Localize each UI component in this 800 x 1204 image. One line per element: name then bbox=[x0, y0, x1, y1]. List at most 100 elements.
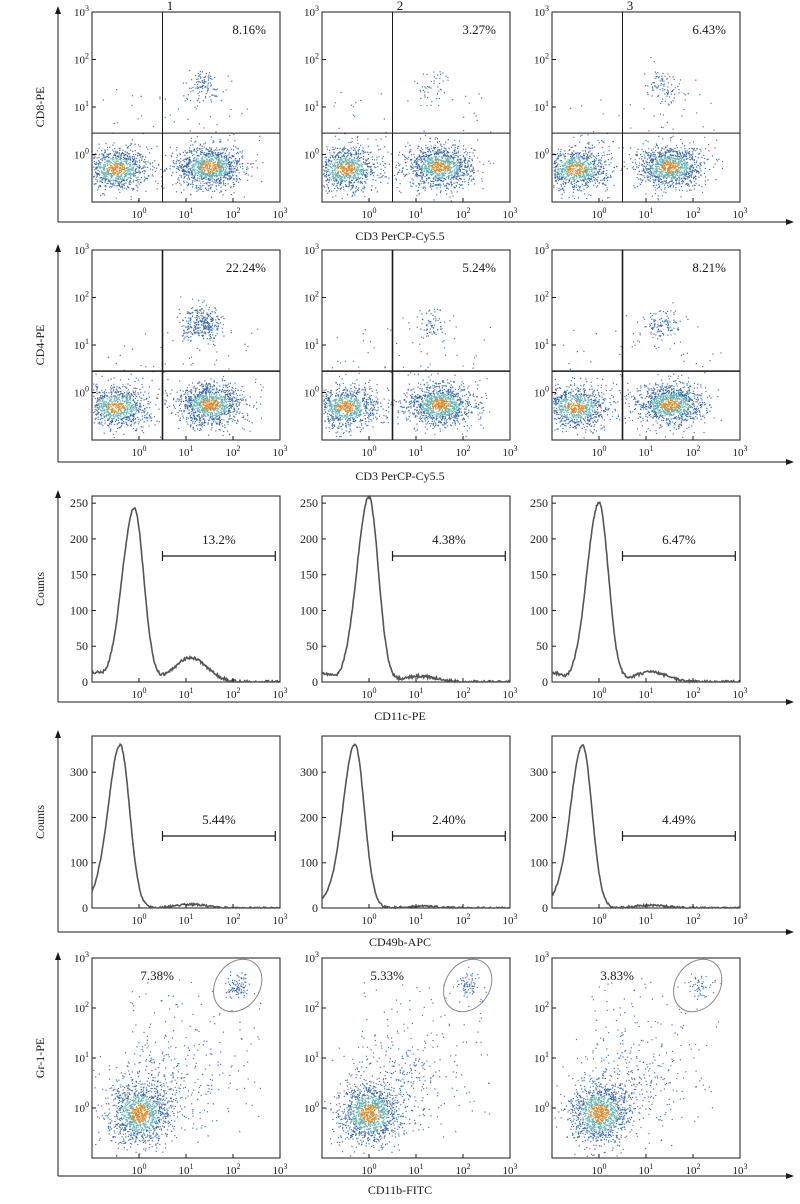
x-tick-label: 101 bbox=[639, 686, 654, 701]
plot-frame bbox=[321, 735, 511, 909]
quadrant-percentage: 22.24% bbox=[226, 260, 266, 275]
y-tick-label: 102 bbox=[74, 1000, 89, 1015]
y-tick-label: 150 bbox=[300, 568, 318, 582]
x-tick-label: 102 bbox=[686, 1162, 701, 1177]
x-tick-label: 101 bbox=[639, 1162, 654, 1177]
row-y-axis-arrow bbox=[55, 952, 61, 960]
y-tick-label: 100 bbox=[530, 856, 548, 870]
x-tick-label: 103 bbox=[273, 686, 288, 701]
x-tick-label: 101 bbox=[639, 444, 654, 459]
y-tick-label: 102 bbox=[534, 1000, 549, 1015]
y-tick-label: 101 bbox=[74, 1050, 89, 1065]
gate-percentage: 5.33% bbox=[370, 968, 404, 983]
gate-percentage: 6.47% bbox=[662, 532, 696, 547]
gate-percentage: 4.38% bbox=[432, 532, 466, 547]
y-tick-label: 150 bbox=[70, 568, 88, 582]
y-tick-label: 102 bbox=[74, 52, 89, 67]
column-label-1: 1 bbox=[167, 0, 174, 13]
column-labels: 1 2 3 bbox=[167, 0, 634, 13]
gate-ellipse bbox=[213, 958, 263, 1013]
row-x-axis-label: CD49b-APC bbox=[369, 935, 431, 949]
x-tick-label: 100 bbox=[592, 206, 607, 221]
x-tick-label: 102 bbox=[686, 912, 701, 927]
x-tick-label: 100 bbox=[362, 686, 377, 701]
y-tick-label: 100 bbox=[304, 385, 319, 400]
plot-frame bbox=[321, 957, 511, 1159]
scatter-points bbox=[553, 302, 722, 439]
gate-percentage: 13.2% bbox=[202, 532, 236, 547]
row-y-axis-arrow bbox=[55, 6, 61, 14]
y-tick-label: 103 bbox=[304, 242, 319, 257]
x-tick-label: 100 bbox=[132, 206, 147, 221]
row-x-axis-arrow bbox=[786, 1173, 794, 1179]
y-tick-label: 300 bbox=[530, 765, 548, 779]
plot-frame bbox=[91, 11, 281, 203]
plot-frame bbox=[551, 735, 741, 909]
histogram-panel-2: 0 100 200 300 100 101 102 103 2.40% bbox=[300, 735, 518, 927]
y-tick-label: 0 bbox=[312, 901, 318, 915]
y-tick-label: 250 bbox=[300, 496, 318, 510]
x-tick-label: 101 bbox=[639, 206, 654, 221]
x-tick-label: 100 bbox=[132, 912, 147, 927]
row-x-axis-arrow bbox=[786, 929, 794, 935]
x-tick-label: 101 bbox=[179, 912, 194, 927]
y-tick-label: 150 bbox=[530, 568, 548, 582]
x-tick-label: 102 bbox=[226, 444, 241, 459]
x-tick-label: 103 bbox=[733, 206, 748, 221]
y-tick-label: 103 bbox=[534, 4, 549, 19]
y-tick-label: 100 bbox=[70, 856, 88, 870]
y-tick-label: 100 bbox=[534, 385, 549, 400]
y-tick-label: 100 bbox=[534, 1100, 549, 1115]
row-y-axis-arrow bbox=[55, 244, 61, 252]
x-tick-label: 100 bbox=[132, 1162, 147, 1177]
plot-panel-2: 100 101 102 103 100 101 102 103 5.33% bbox=[304, 950, 518, 1177]
x-tick-label: 102 bbox=[226, 1162, 241, 1177]
x-tick-label: 103 bbox=[733, 444, 748, 459]
plot-panel-1: 100 101 102 103 100 101 102 103 22.24% bbox=[74, 242, 288, 459]
y-tick-label: 0 bbox=[312, 675, 318, 689]
y-tick-label: 200 bbox=[70, 810, 88, 824]
y-tick-label: 100 bbox=[74, 147, 89, 162]
y-tick-label: 101 bbox=[304, 337, 319, 352]
scatter-points bbox=[93, 971, 262, 1157]
x-tick-label: 103 bbox=[503, 912, 518, 927]
column-label-3: 3 bbox=[627, 0, 634, 13]
row-x-axis-label: CD3 PerCP-Cy5.5 bbox=[355, 469, 444, 483]
y-tick-label: 103 bbox=[304, 4, 319, 19]
row-x-axis-label: CD11c-PE bbox=[374, 709, 426, 723]
plot-frame bbox=[91, 735, 281, 909]
y-tick-label: 100 bbox=[300, 856, 318, 870]
x-tick-label: 100 bbox=[362, 1162, 377, 1177]
figure-row-3: Counts CD11c-PE 0 50 100 150 200 250 100 101 102 10… bbox=[33, 490, 794, 723]
gate-percentage: 4.49% bbox=[662, 812, 696, 827]
row-y-axis-arrow bbox=[55, 490, 61, 498]
x-tick-label: 100 bbox=[362, 912, 377, 927]
y-tick-label: 100 bbox=[304, 1100, 319, 1115]
y-tick-label: 103 bbox=[74, 4, 89, 19]
row-y-axis-label: CD4-PE bbox=[33, 325, 47, 366]
x-tick-label: 100 bbox=[132, 444, 147, 459]
y-tick-label: 101 bbox=[74, 337, 89, 352]
y-tick-label: 100 bbox=[304, 147, 319, 162]
y-tick-label: 200 bbox=[70, 532, 88, 546]
scatter-points bbox=[323, 71, 495, 202]
x-tick-label: 102 bbox=[686, 686, 701, 701]
y-tick-label: 101 bbox=[74, 99, 89, 114]
x-tick-label: 102 bbox=[456, 444, 471, 459]
x-tick-label: 103 bbox=[273, 444, 288, 459]
y-tick-label: 102 bbox=[534, 52, 549, 67]
plot-frame bbox=[551, 495, 741, 683]
x-tick-label: 103 bbox=[503, 1162, 518, 1177]
gate-percentage: 7.38% bbox=[140, 968, 174, 983]
row-y-axis-label: Counts bbox=[33, 805, 47, 839]
x-tick-label: 100 bbox=[592, 1162, 607, 1177]
y-tick-label: 100 bbox=[74, 385, 89, 400]
scatter-points bbox=[93, 69, 264, 202]
y-tick-label: 0 bbox=[542, 675, 548, 689]
y-tick-label: 101 bbox=[534, 337, 549, 352]
y-tick-label: 200 bbox=[300, 532, 318, 546]
x-tick-label: 102 bbox=[456, 686, 471, 701]
gate-percentage: 2.40% bbox=[432, 812, 466, 827]
x-tick-label: 101 bbox=[409, 1162, 424, 1177]
